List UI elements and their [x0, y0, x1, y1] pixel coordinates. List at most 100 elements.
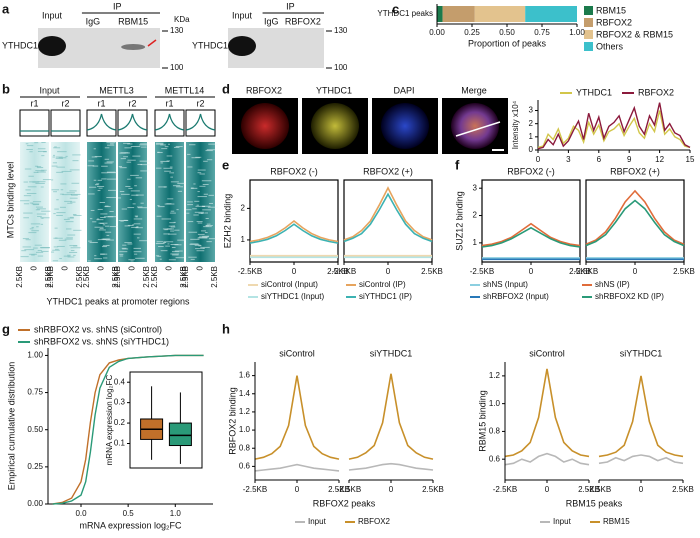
- heatmap-streak: [94, 255, 97, 257]
- profile-line: [504, 452, 590, 466]
- heatmap-streak: [94, 258, 103, 260]
- heatmap-streak: [121, 208, 128, 210]
- heatmap-streak: [27, 186, 37, 188]
- heatmap-streak: [20, 200, 30, 202]
- replicate-label: r1: [30, 98, 38, 108]
- heatmap-streak: [20, 256, 29, 258]
- heatmap-streak: [94, 184, 99, 186]
- y-axis-label: Empirical cumulative distribution: [6, 362, 16, 491]
- heatmap-streak: [67, 256, 75, 258]
- lane-label: Input: [232, 10, 253, 20]
- heatmap-streak: [58, 239, 67, 241]
- group-label: IP: [113, 1, 122, 11]
- legend-label: RBFOX2: [638, 87, 674, 97]
- heatmap-streak: [109, 226, 119, 228]
- heatmap-streak: [36, 166, 42, 168]
- heatmap-streak: [67, 254, 71, 256]
- heatmap-streak: [136, 206, 143, 208]
- heatmap: [118, 142, 147, 262]
- heatmap-streak: [37, 215, 42, 217]
- heatmap-streak: [165, 245, 170, 247]
- heatmap-streak: [40, 217, 50, 219]
- heatmap-streak: [71, 182, 80, 184]
- profile-line: [343, 192, 433, 243]
- heatmap-streak: [163, 233, 170, 235]
- cell: [311, 103, 359, 149]
- heatmap-streak: [167, 198, 174, 200]
- heatmap-streak: [94, 226, 104, 228]
- heatmap-streak: [172, 225, 175, 227]
- heatmap-streak: [105, 244, 110, 246]
- heatmap-streak: [40, 223, 44, 225]
- lane-label: IgG: [264, 16, 279, 26]
- heatmap-streak: [73, 254, 76, 256]
- heatmap-streak: [33, 171, 39, 173]
- x-tick-label: 2.5KB: [673, 267, 695, 276]
- data-line: [537, 110, 691, 149]
- heatmap-streak: [60, 183, 67, 185]
- heatmap-streak: [132, 155, 141, 157]
- x-tick-label: 0.5: [123, 509, 135, 518]
- x-axis-label: mRNA expression log₂FC: [79, 520, 182, 530]
- panel-letter: e: [222, 157, 229, 172]
- heatmap-streak: [188, 144, 196, 146]
- x-tick-label: 0: [536, 155, 541, 164]
- x-tick-label: 3: [566, 155, 571, 164]
- heatmap-streak: [203, 160, 208, 162]
- x-tick-label: 0: [165, 265, 174, 270]
- heatmap-streak: [158, 186, 168, 188]
- heatmap-streak: [99, 201, 106, 203]
- heatmap-streak: [157, 206, 165, 208]
- heatmap-streak: [163, 167, 173, 169]
- heatmap-streak: [199, 235, 210, 237]
- scan-line: [455, 121, 501, 137]
- heatmap-streak: [97, 179, 103, 181]
- heatmap-streak: [127, 159, 136, 161]
- heatmap-streak: [164, 229, 168, 231]
- heatmap-streak: [124, 147, 132, 149]
- heatmap-streak: [62, 194, 72, 196]
- heatmap-streak: [195, 156, 202, 158]
- heatmap-streak: [54, 208, 59, 210]
- x-tick-label: -2.5KB: [587, 485, 611, 494]
- marker-label: 130: [170, 26, 184, 35]
- heatmap-streak: [135, 177, 143, 179]
- heatmap-streak: [23, 195, 32, 197]
- y-tick-label: 0.25: [27, 462, 43, 471]
- heatmap-streak: [123, 142, 131, 144]
- heatmap-streak: [100, 222, 104, 224]
- x-tick-label: -2.5KB: [238, 267, 262, 276]
- heatmap-streak: [106, 197, 117, 199]
- heatmap-streak: [105, 231, 112, 233]
- x-tick-label: 0: [529, 267, 534, 276]
- heatmap-streak: [35, 182, 45, 184]
- heatmap-streak: [193, 183, 196, 185]
- x-tick-label: 15: [686, 155, 695, 164]
- heatmap-streak: [87, 240, 92, 242]
- heatmap-streak: [133, 233, 141, 235]
- heatmap-streak: [104, 225, 110, 227]
- heatmap-streak: [56, 212, 66, 214]
- replicate-label: r2: [196, 98, 204, 108]
- lane-label: Input: [42, 10, 63, 20]
- bar-segment: [474, 6, 526, 22]
- heatmap-streak: [139, 160, 150, 162]
- profile-line: [598, 375, 684, 458]
- y-tick-label: 0: [529, 145, 534, 154]
- subplot-title: siYTHDC1: [370, 348, 413, 358]
- heatmap-streak: [202, 236, 209, 238]
- y-tick-label: 0.6: [239, 461, 251, 470]
- heatmap-streak: [52, 260, 59, 262]
- y-tick-label: 1.0: [489, 399, 501, 408]
- panel-letter: h: [222, 321, 230, 336]
- legend-label: shRBFOX2 vs. shNS (siYTHDC1): [34, 336, 169, 346]
- heatmap-streak: [173, 221, 176, 223]
- heatmap-streak: [92, 165, 99, 167]
- marker-label: 100: [170, 63, 184, 72]
- replicate-label: r2: [61, 98, 69, 108]
- heatmap-streak: [177, 190, 183, 192]
- x-tick-label: 2.5KB: [422, 485, 444, 494]
- heatmap-streak: [134, 253, 138, 255]
- heatmap-streak: [140, 164, 150, 166]
- x-tick-label: 2.5KB: [111, 266, 120, 288]
